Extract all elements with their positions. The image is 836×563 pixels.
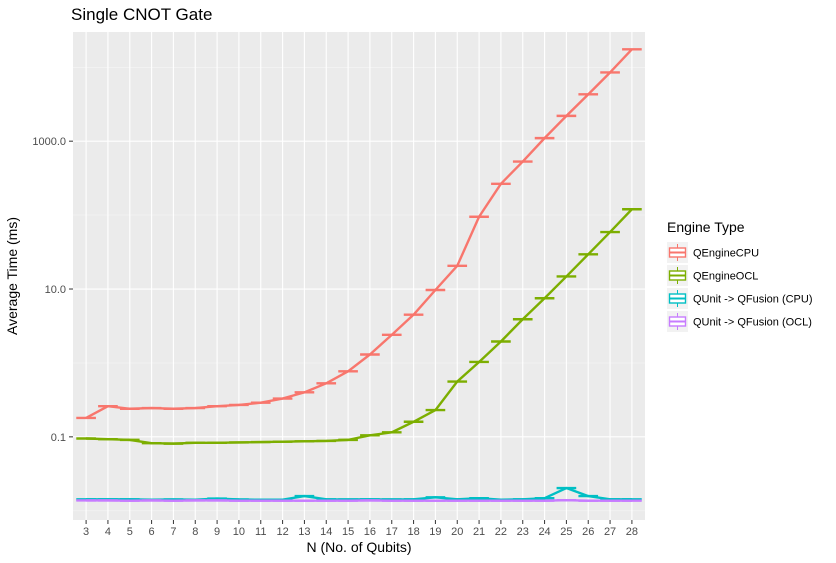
x-tick-label: 17 (386, 526, 398, 538)
x-tick-label: 10 (233, 526, 245, 538)
y-tick-label: 10.0 (45, 284, 66, 296)
legend-label: QUnit -> QFusion (CPU) (693, 294, 813, 306)
y-tick-label: 1000.0 (32, 136, 66, 148)
y-tick-label: 0.1 (51, 432, 66, 444)
x-tick-label: 3 (83, 526, 89, 538)
legend-title: Engine Type (667, 219, 745, 235)
x-tick-label: 26 (582, 526, 594, 538)
x-tick-label: 14 (320, 526, 332, 538)
x-tick-label: 13 (298, 526, 310, 538)
x-tick-label: 21 (473, 526, 485, 538)
y-axis: 0.1 10.0 1000.0 (32, 136, 73, 444)
x-tick-label: 19 (429, 526, 441, 538)
x-tick-label: 24 (538, 526, 550, 538)
y-axis-title: Average Time (ms) (4, 217, 20, 335)
chart-title: Single CNOT Gate (71, 5, 212, 24)
x-tick-label: 4 (105, 526, 111, 538)
x-tick-label: 9 (214, 526, 220, 538)
x-tick-label: 8 (192, 526, 198, 538)
x-tick-label: 18 (407, 526, 419, 538)
legend-label: QEngineCPU (693, 248, 759, 260)
x-tick-label: 11 (255, 526, 266, 538)
x-tick-label: 5 (127, 526, 133, 538)
x-tick-label: 12 (276, 526, 288, 538)
series-layer (76, 48, 642, 502)
x-tick-label: 7 (170, 526, 176, 538)
legend-label: QEngineOCL (693, 271, 758, 283)
x-tick-label: 16 (364, 526, 376, 538)
x-tick-label: 6 (149, 526, 155, 538)
x-tick-label: 15 (342, 526, 354, 538)
x-tick-label: 27 (604, 526, 616, 538)
x-axis: 3 4 5 6 7 8 9 10 11 12 13 14 15 16 17 18 19 20 21 22 23 24 25 2… (83, 520, 638, 538)
x-tick-label: 23 (517, 526, 529, 538)
x-axis-title: N (No. of Qubits) (306, 539, 411, 555)
legend: Engine Type QEngineCPU QEngineOCL QUnit ->… (667, 219, 813, 332)
x-tick-label: 22 (495, 526, 507, 538)
legend-label: QUnit -> QFusion (OCL) (693, 317, 812, 329)
x-tick-label: 28 (626, 526, 638, 538)
x-tick-label: 20 (451, 526, 463, 538)
x-tick-label: 25 (560, 526, 572, 538)
